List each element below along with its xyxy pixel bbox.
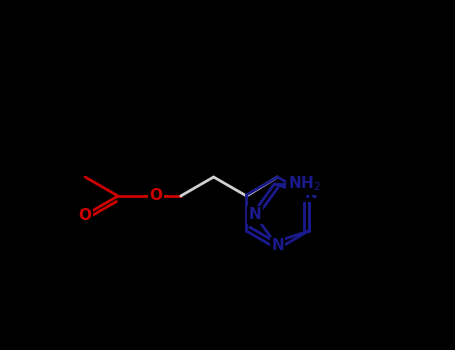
Text: N: N bbox=[304, 186, 317, 201]
Text: NH$_2$: NH$_2$ bbox=[288, 175, 321, 193]
Text: O: O bbox=[79, 208, 91, 223]
Text: N: N bbox=[271, 238, 284, 253]
Text: O: O bbox=[150, 189, 162, 203]
Text: N: N bbox=[249, 208, 262, 223]
